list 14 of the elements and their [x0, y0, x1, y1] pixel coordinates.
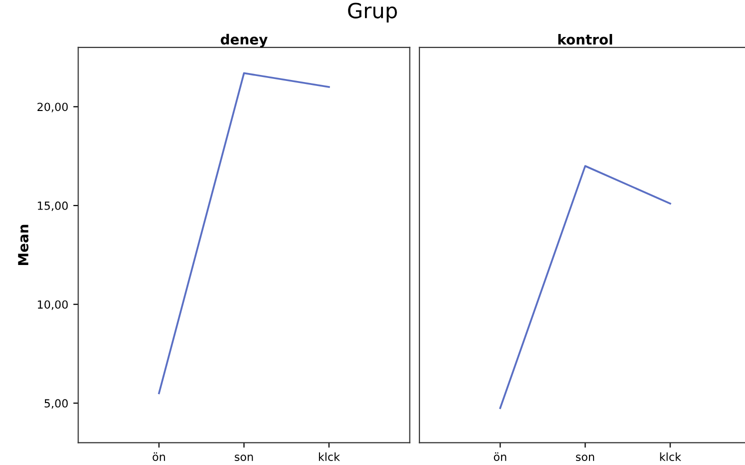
y-tick-label: 5,00	[44, 399, 68, 409]
x-tick-label: son	[234, 454, 253, 462]
x-tick-label: son	[576, 454, 594, 462]
y-tick-label: 20,00	[38, 102, 68, 112]
x-tick-label: ön	[494, 452, 506, 462]
y-axis-title: Mean	[18, 224, 28, 266]
chart-title: deney	[220, 34, 268, 48]
y-tick-label: 10,00	[38, 300, 68, 310]
x-tick-label: klck	[318, 452, 340, 462]
text: Grup	[348, 2, 397, 22]
x-tick-label: klck	[660, 452, 682, 462]
chart-title: kontrol	[558, 34, 612, 45]
y-tick-label: 15,00	[38, 202, 68, 212]
x-tick-label: ön	[152, 452, 165, 462]
